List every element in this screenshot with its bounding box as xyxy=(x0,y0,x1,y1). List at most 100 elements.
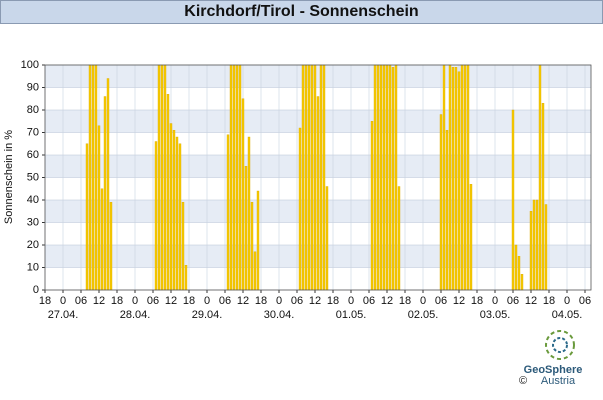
bar xyxy=(244,166,248,291)
bar xyxy=(85,143,89,291)
bar xyxy=(385,64,389,291)
x-tick-label: 18 xyxy=(111,295,123,307)
bar xyxy=(103,96,107,291)
date-label: 28.04. xyxy=(120,309,151,321)
bar xyxy=(97,125,101,291)
bar xyxy=(442,64,446,291)
bar xyxy=(454,67,458,291)
y-tick-label: 10 xyxy=(27,261,39,273)
bar xyxy=(457,71,461,291)
bar xyxy=(226,134,230,291)
bar xyxy=(184,265,188,291)
bar xyxy=(313,64,317,291)
bar xyxy=(154,141,158,291)
x-tick-label: 12 xyxy=(237,295,249,307)
x-tick-label: 06 xyxy=(291,295,303,307)
bar xyxy=(94,64,98,291)
bar xyxy=(538,64,542,291)
bar xyxy=(445,130,449,291)
logo-mark xyxy=(552,337,568,353)
brand-sub: Austria xyxy=(541,375,576,387)
x-tick-label: 18 xyxy=(327,295,339,307)
bar xyxy=(166,94,170,291)
bar xyxy=(310,64,314,291)
bar xyxy=(100,188,104,291)
x-tick-label: 12 xyxy=(525,295,537,307)
bar xyxy=(439,114,443,291)
y-tick-label: 20 xyxy=(27,239,39,251)
grid-band xyxy=(45,65,591,88)
bar xyxy=(160,64,164,291)
date-label: 30.04. xyxy=(264,309,295,321)
x-tick-label: 0 xyxy=(60,295,66,307)
x-tick-label: 06 xyxy=(75,295,87,307)
x-tick-label: 0 xyxy=(492,295,498,307)
bar xyxy=(175,136,179,291)
x-tick-label: 18 xyxy=(543,295,555,307)
bar xyxy=(469,184,473,291)
bar xyxy=(451,67,455,291)
bar xyxy=(394,64,398,291)
date-label: 29.04. xyxy=(192,309,223,321)
bar xyxy=(181,202,185,291)
bar xyxy=(178,143,182,291)
bar xyxy=(463,64,467,291)
date-label: 27.04. xyxy=(48,309,79,321)
y-tick-label: 100 xyxy=(21,59,39,71)
bar xyxy=(163,64,167,291)
brand-name: GeoSphere xyxy=(524,364,583,376)
x-tick-label: 12 xyxy=(165,295,177,307)
copyright: © xyxy=(519,375,527,387)
y-axis-label: Sonnenschein in % xyxy=(3,130,15,224)
y-tick-label: 60 xyxy=(27,149,39,161)
chart-title: Kirchdorf/Tirol - Sonnenschein xyxy=(0,0,603,24)
x-tick-label: 0 xyxy=(420,295,426,307)
bar xyxy=(460,64,464,291)
bar xyxy=(370,121,374,291)
bar xyxy=(388,64,392,291)
y-tick-label: 70 xyxy=(27,126,39,138)
bar xyxy=(298,127,302,291)
bar xyxy=(382,64,386,291)
x-tick-label: 0 xyxy=(276,295,282,307)
bar xyxy=(376,64,380,291)
bar xyxy=(514,244,518,291)
bar xyxy=(532,199,536,291)
y-tick-label: 30 xyxy=(27,216,39,228)
x-tick-label: 0 xyxy=(132,295,138,307)
bar xyxy=(241,98,245,291)
y-tick-label: 40 xyxy=(27,194,39,206)
x-tick-label: 12 xyxy=(453,295,465,307)
bar xyxy=(391,67,395,291)
bar xyxy=(520,274,524,291)
date-label: 04.05. xyxy=(552,309,583,321)
bar xyxy=(172,130,176,291)
bar xyxy=(319,64,323,291)
bar xyxy=(535,199,539,291)
bar xyxy=(106,78,110,291)
x-tick-label: 06 xyxy=(363,295,375,307)
bar xyxy=(307,64,311,291)
bar xyxy=(250,202,254,291)
bar xyxy=(541,103,545,291)
bar xyxy=(169,123,173,291)
logo-mark xyxy=(545,330,575,360)
bar xyxy=(466,64,470,291)
bar xyxy=(157,64,161,291)
y-tick-label: 50 xyxy=(27,171,39,183)
bar xyxy=(322,64,326,291)
date-label: 03.05. xyxy=(480,309,511,321)
y-tick-label: 80 xyxy=(27,104,39,116)
x-tick-label: 18 xyxy=(39,295,51,307)
x-tick-label: 0 xyxy=(564,295,570,307)
x-tick-label: 0 xyxy=(348,295,354,307)
bar xyxy=(109,202,113,291)
bar xyxy=(448,64,452,291)
bar xyxy=(238,64,242,291)
date-label: 02.05. xyxy=(408,309,439,321)
x-tick-label: 18 xyxy=(471,295,483,307)
x-tick-label: 18 xyxy=(255,295,267,307)
bar xyxy=(529,211,533,291)
